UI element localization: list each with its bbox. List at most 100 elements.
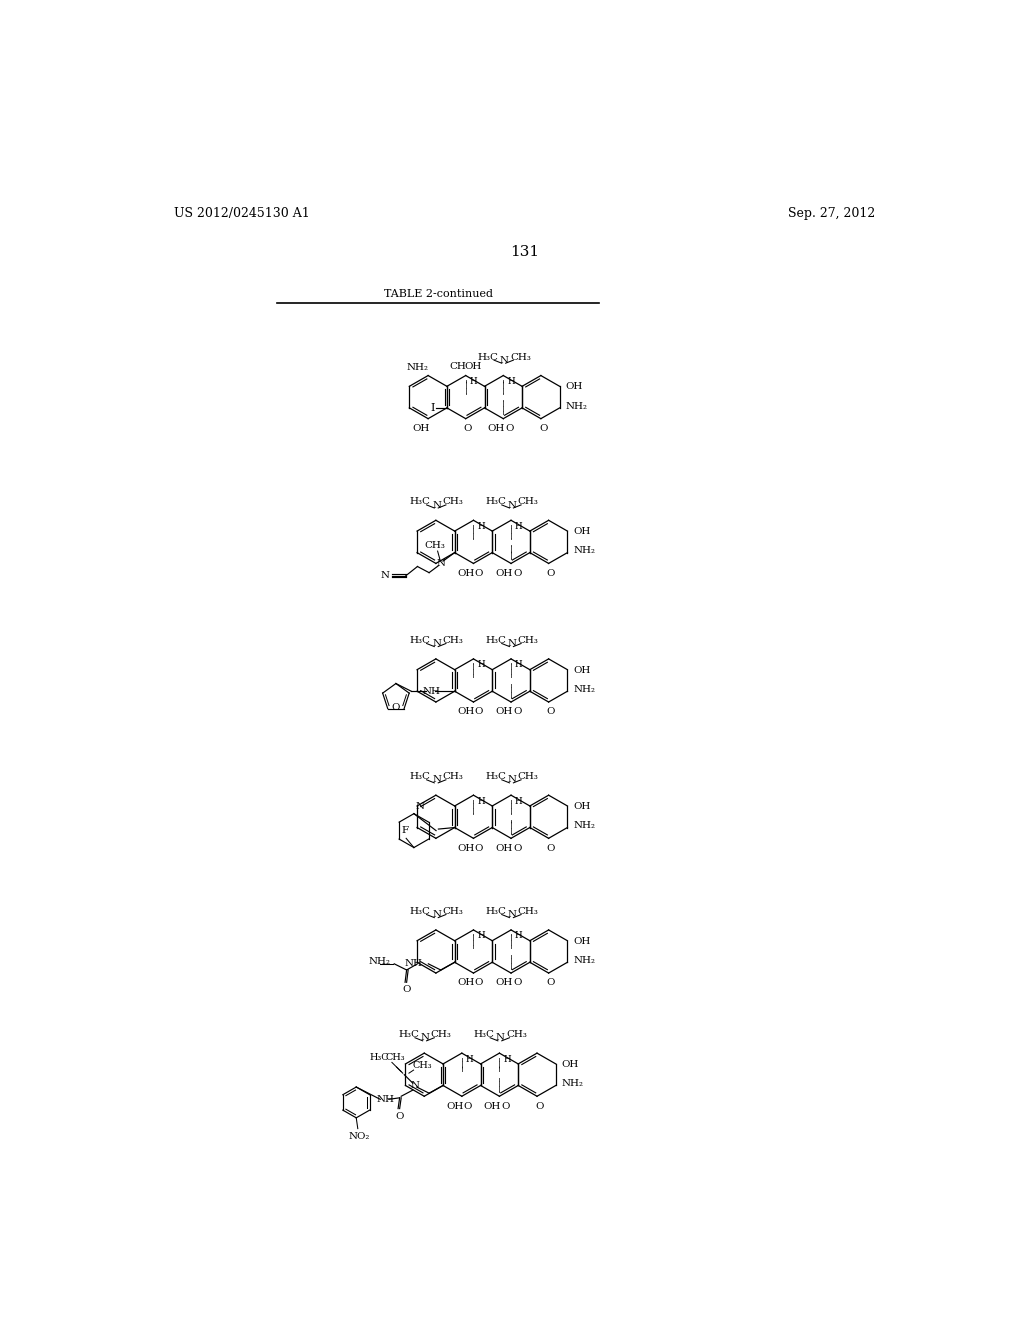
Text: O: O <box>547 978 555 987</box>
Text: O: O <box>547 569 555 578</box>
Text: OH: OH <box>458 708 475 717</box>
Text: H₃C: H₃C <box>473 1031 495 1039</box>
Text: H: H <box>515 660 522 669</box>
Text: O: O <box>475 843 483 853</box>
Text: H: H <box>477 660 485 669</box>
Text: OH: OH <box>573 527 591 536</box>
Text: 131: 131 <box>510 244 540 259</box>
Text: O: O <box>513 708 521 717</box>
Text: OH: OH <box>573 937 591 946</box>
Text: CH₃: CH₃ <box>442 636 463 645</box>
Text: OH: OH <box>496 843 513 853</box>
Text: OH: OH <box>562 1060 580 1069</box>
Text: N: N <box>432 639 441 648</box>
Text: H₃C: H₃C <box>410 498 431 507</box>
Text: CH₃: CH₃ <box>518 907 539 916</box>
Text: O: O <box>402 985 411 994</box>
Text: O: O <box>513 569 521 578</box>
Text: NH₂: NH₂ <box>573 821 595 830</box>
Text: O: O <box>464 424 472 433</box>
Text: N: N <box>507 500 516 510</box>
Text: CH₃: CH₃ <box>431 1031 452 1039</box>
Text: H: H <box>507 378 515 385</box>
Text: H: H <box>470 378 477 385</box>
Text: H₃C: H₃C <box>398 1031 419 1039</box>
Text: NO₂: NO₂ <box>348 1131 370 1140</box>
Text: H₃C: H₃C <box>485 772 506 781</box>
Text: H: H <box>477 797 485 805</box>
Text: CH₃: CH₃ <box>424 541 445 549</box>
Text: CH₃: CH₃ <box>442 498 463 507</box>
Text: NH₂: NH₂ <box>573 956 595 965</box>
Text: Sep. 27, 2012: Sep. 27, 2012 <box>787 207 876 220</box>
Text: N: N <box>416 801 425 810</box>
Text: N: N <box>381 572 389 581</box>
Text: N: N <box>507 639 516 648</box>
Text: O: O <box>502 1102 510 1110</box>
Text: US 2012/0245130 A1: US 2012/0245130 A1 <box>174 207 310 220</box>
Text: OH: OH <box>458 978 475 987</box>
Text: H: H <box>515 521 522 531</box>
Text: H₃C: H₃C <box>485 498 506 507</box>
Text: OH: OH <box>496 569 513 578</box>
Text: O: O <box>547 843 555 853</box>
Text: CH₃: CH₃ <box>442 907 463 916</box>
Text: N: N <box>432 911 441 919</box>
Text: TABLE 2-continued: TABLE 2-continued <box>384 289 493 300</box>
Text: H: H <box>515 797 522 805</box>
Text: OH: OH <box>483 1102 501 1110</box>
Text: OH: OH <box>573 665 591 675</box>
Text: O: O <box>392 702 400 711</box>
Text: O: O <box>475 978 483 987</box>
Text: NH: NH <box>423 686 440 696</box>
Text: CH₃: CH₃ <box>518 772 539 781</box>
Text: H: H <box>477 932 485 940</box>
Text: O: O <box>539 424 548 433</box>
Text: O: O <box>547 708 555 717</box>
Text: NH₂: NH₂ <box>562 1080 584 1088</box>
Text: CH₃: CH₃ <box>518 636 539 645</box>
Text: OH: OH <box>458 843 475 853</box>
Text: N: N <box>421 1034 429 1043</box>
Text: OH: OH <box>487 424 505 433</box>
Text: N: N <box>507 911 516 919</box>
Text: H: H <box>503 1055 511 1064</box>
Text: H₃C: H₃C <box>477 352 499 362</box>
Text: NH: NH <box>404 958 422 968</box>
Text: CH₃: CH₃ <box>506 1031 527 1039</box>
Text: NH₂: NH₂ <box>565 401 588 411</box>
Text: N: N <box>436 558 445 568</box>
Text: OH: OH <box>496 708 513 717</box>
Text: N: N <box>432 500 441 510</box>
Text: F: F <box>401 826 409 836</box>
Text: OH: OH <box>565 383 583 392</box>
Text: OH: OH <box>496 978 513 987</box>
Text: O: O <box>513 978 521 987</box>
Text: N: N <box>500 356 509 364</box>
Text: O: O <box>395 1111 403 1121</box>
Text: OH: OH <box>465 362 482 371</box>
Text: OH: OH <box>413 424 430 433</box>
Text: NH: NH <box>377 1094 394 1104</box>
Text: O: O <box>475 708 483 717</box>
Text: H₃C: H₃C <box>485 636 506 645</box>
Text: H₃C: H₃C <box>370 1053 389 1063</box>
Text: H: H <box>477 521 485 531</box>
Text: N: N <box>411 1081 420 1090</box>
Text: NH₂: NH₂ <box>369 957 390 966</box>
Text: H₃C: H₃C <box>410 636 431 645</box>
Text: NH₂: NH₂ <box>573 685 595 694</box>
Text: H: H <box>515 932 522 940</box>
Text: N: N <box>507 775 516 784</box>
Text: O: O <box>505 424 514 433</box>
Text: H₃C: H₃C <box>410 907 431 916</box>
Text: H₃C: H₃C <box>410 772 431 781</box>
Text: O: O <box>536 1102 544 1110</box>
Text: H: H <box>466 1055 473 1064</box>
Text: OH: OH <box>573 803 591 810</box>
Text: CH₃: CH₃ <box>412 1061 432 1071</box>
Text: H₃C: H₃C <box>485 907 506 916</box>
Text: OH: OH <box>458 569 475 578</box>
Text: CH₃: CH₃ <box>385 1053 404 1063</box>
Text: O: O <box>475 569 483 578</box>
